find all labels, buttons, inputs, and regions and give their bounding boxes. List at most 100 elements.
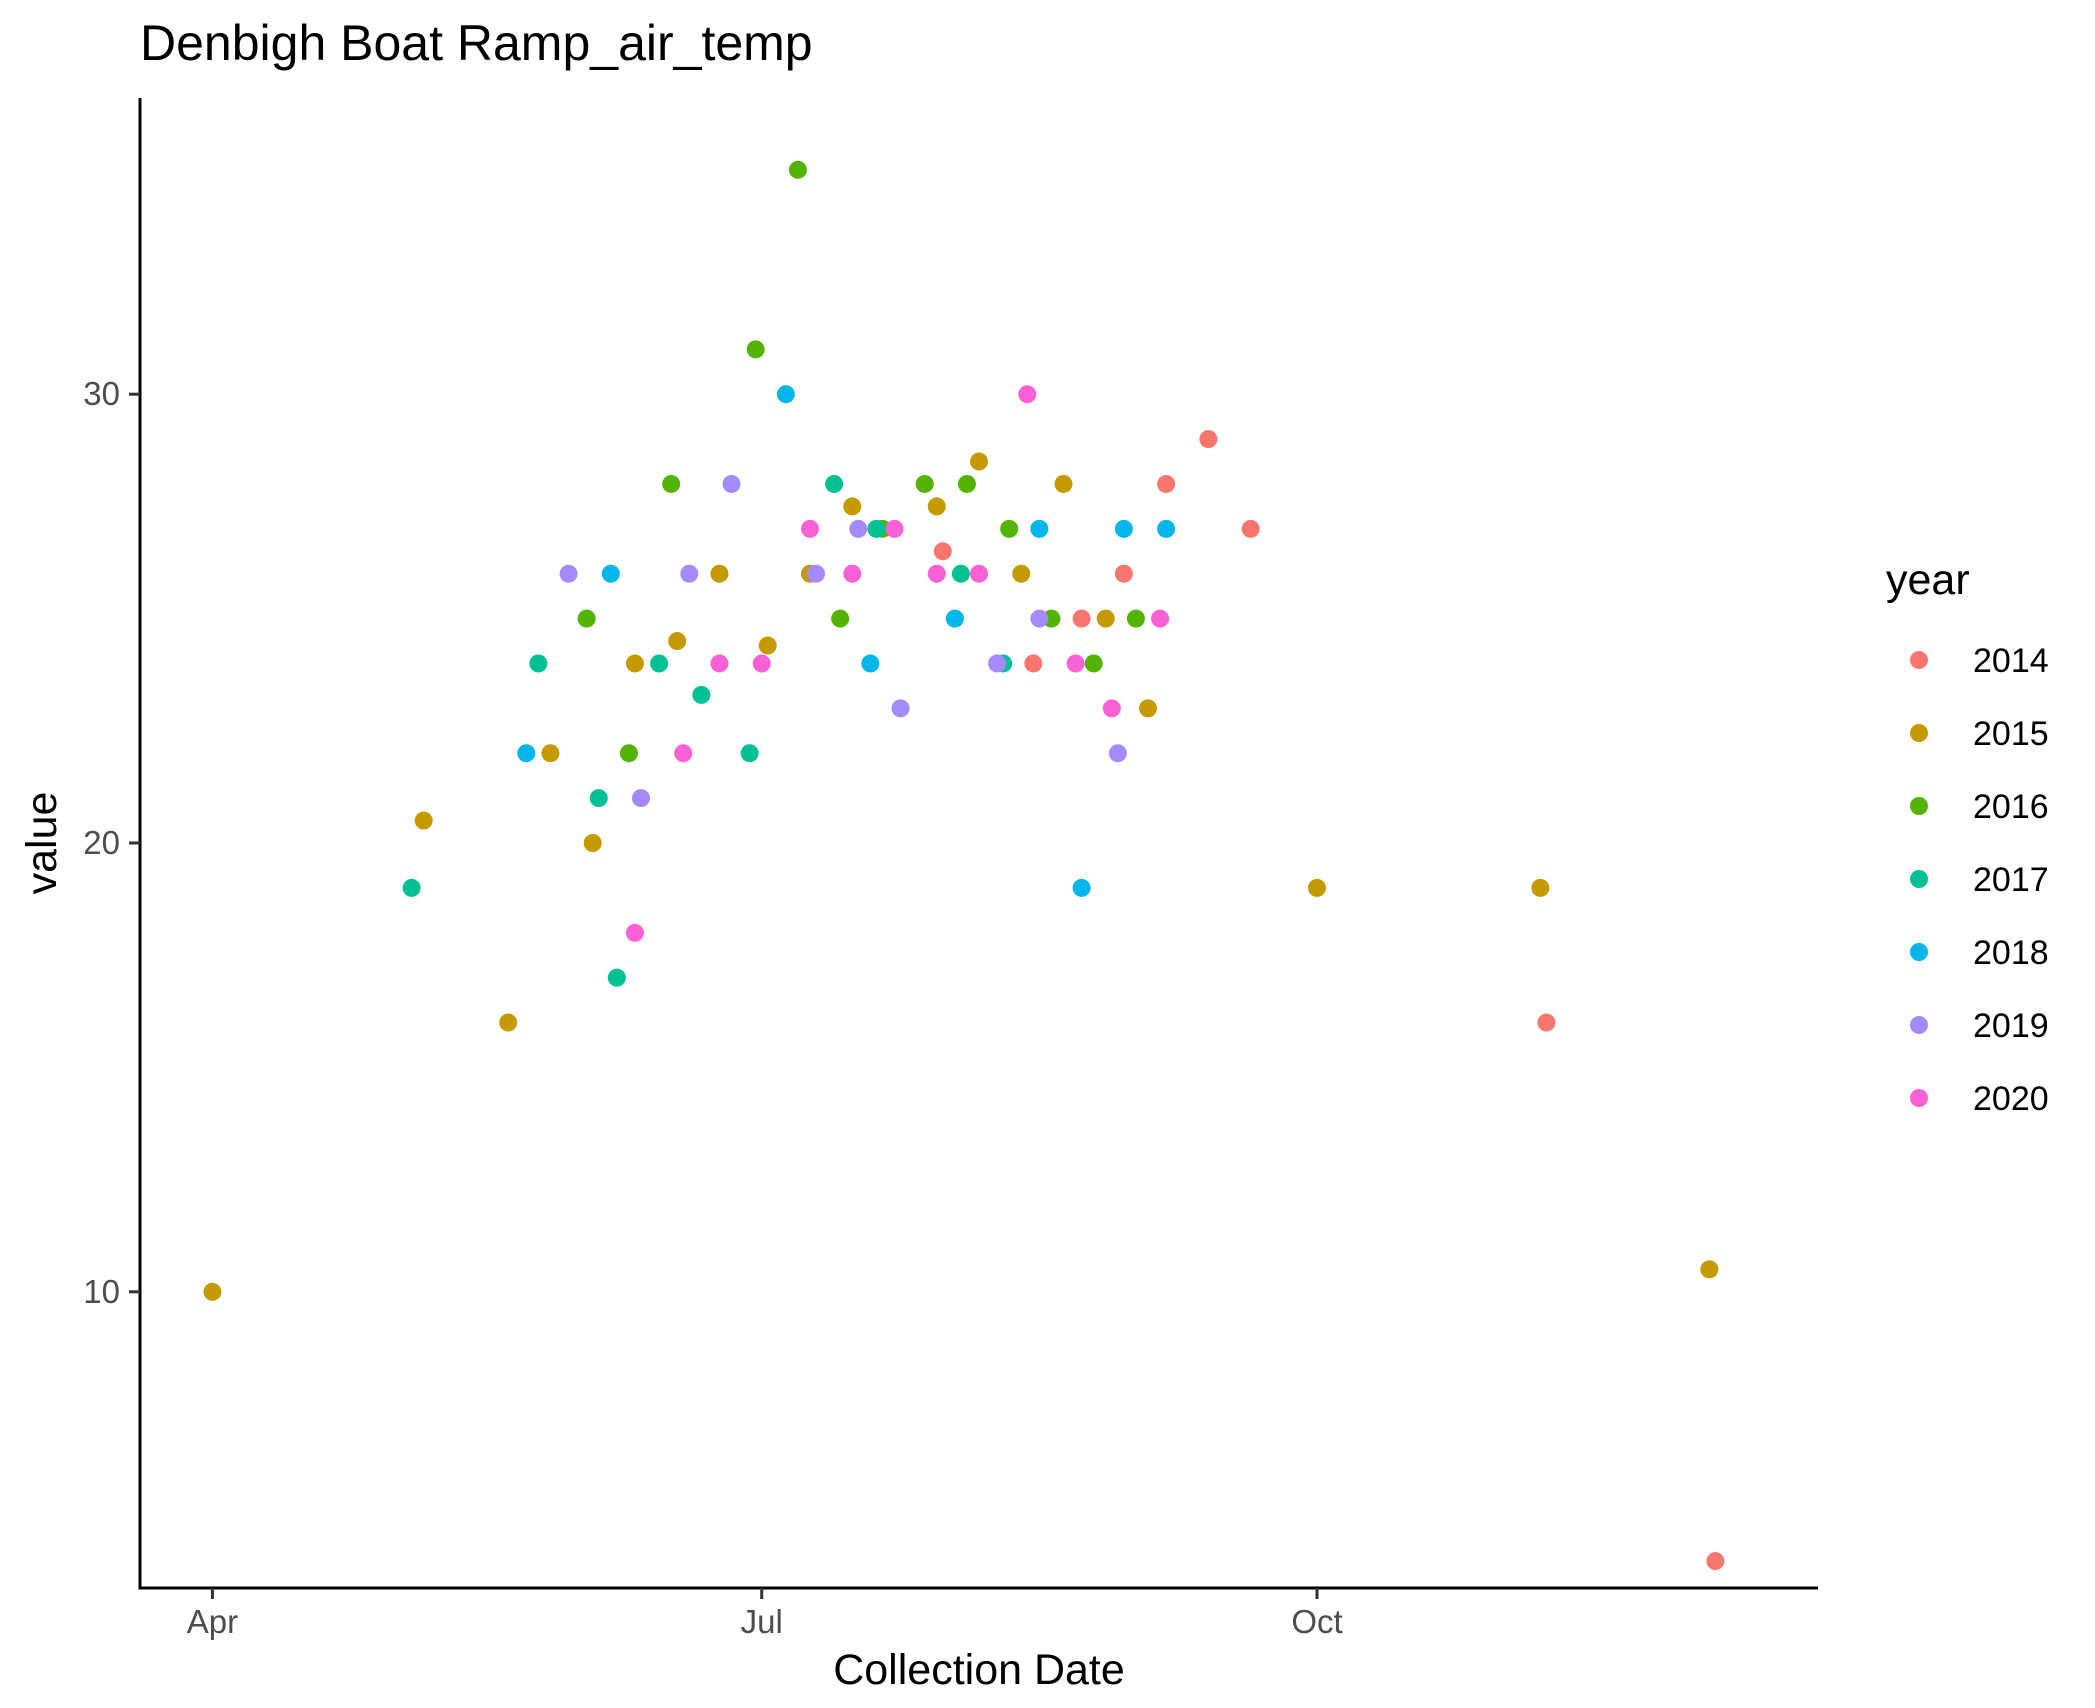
y-tick-label: 20 — [83, 824, 120, 861]
data-point-2017 — [951, 564, 970, 583]
data-point-2016 — [788, 160, 807, 179]
x-tick-label: Oct — [1291, 1603, 1342, 1640]
data-point-2015 — [414, 811, 433, 830]
data-point-2015 — [583, 834, 602, 852]
data-point-2018 — [1072, 878, 1091, 897]
data-point-2014 — [1024, 654, 1043, 673]
data-point-2020 — [970, 564, 988, 583]
y-tick-label: 10 — [83, 1273, 120, 1310]
legend-label-2019: 2019 — [1973, 1007, 2049, 1045]
data-point-2015 — [1700, 1260, 1719, 1279]
data-point-2014 — [1241, 519, 1260, 538]
data-point-2018 — [1030, 519, 1049, 538]
legend-key-2020 — [1910, 1089, 1928, 1107]
data-point-2015 — [499, 1013, 518, 1032]
data-point-2020 — [1018, 385, 1037, 404]
data-point-2016 — [915, 474, 934, 493]
data-point-2014 — [933, 542, 952, 561]
data-point-2018 — [945, 609, 964, 628]
legend-label-2014: 2014 — [1973, 642, 2049, 680]
legend-label-2017: 2017 — [1973, 861, 2049, 899]
data-point-2020 — [710, 654, 729, 673]
data-point-2016 — [831, 609, 850, 628]
data-point-2019 — [559, 564, 578, 583]
data-point-2015 — [203, 1282, 222, 1301]
data-point-2017 — [589, 789, 608, 808]
data-point-2020 — [1066, 654, 1085, 673]
data-point-2016 — [619, 744, 638, 763]
data-point-2019 — [1108, 744, 1127, 763]
data-point-2015 — [1096, 609, 1115, 628]
data-point-2015 — [1308, 878, 1327, 897]
data-point-2015 — [1531, 878, 1550, 897]
data-point-2015 — [668, 632, 687, 651]
data-point-2017 — [402, 878, 421, 897]
data-point-2014 — [1537, 1013, 1556, 1032]
data-point-2019 — [849, 519, 868, 538]
data-point-2018 — [776, 385, 795, 404]
x-axis-title: Collection Date — [833, 1646, 1125, 1694]
data-point-2015 — [970, 452, 988, 471]
data-point-2016 — [1084, 654, 1103, 673]
legend-key-2015 — [1910, 724, 1928, 742]
legend: year 2014 2015 2016 2017 2018 2019 2020 — [1886, 556, 2049, 1118]
data-point-2016 — [957, 474, 976, 493]
data-point-2017 — [740, 744, 759, 763]
legend-key-2017 — [1910, 870, 1928, 888]
data-point-2019 — [1030, 609, 1049, 628]
legend-label-2015: 2015 — [1973, 715, 2049, 753]
data-point-2015 — [541, 744, 560, 763]
data-point-2016 — [746, 340, 765, 359]
data-point-2016 — [1126, 609, 1145, 628]
data-point-2018 — [1157, 519, 1176, 538]
data-point-2017 — [825, 474, 844, 493]
data-point-2017 — [692, 685, 711, 704]
data-point-2015 — [927, 497, 946, 516]
data-point-2014 — [1706, 1552, 1725, 1571]
data-point-2018 — [861, 654, 880, 673]
data-point-2016 — [577, 609, 596, 628]
chart-title: Denbigh Boat Ramp_air_temp — [140, 15, 813, 71]
data-point-2014 — [1199, 430, 1218, 449]
legend-key-2016 — [1910, 797, 1928, 815]
data-point-2017 — [867, 519, 886, 538]
data-point-2019 — [807, 564, 826, 583]
data-point-2020 — [1102, 699, 1121, 718]
data-point-2015 — [1054, 474, 1073, 493]
data-point-2018 — [517, 744, 536, 763]
data-point-2019 — [988, 654, 1007, 673]
y-tick-label: 30 — [83, 375, 120, 412]
legend-key-2014 — [1910, 651, 1928, 669]
y-axis-title: value — [18, 792, 66, 895]
legend-key-2019 — [1910, 1016, 1928, 1034]
data-point-2015 — [625, 654, 644, 673]
legend-label-2018: 2018 — [1973, 934, 2049, 972]
data-points — [203, 160, 1725, 1571]
legend-label-2016: 2016 — [1973, 788, 2049, 826]
x-axis-ticks: Apr Jul Oct — [187, 1588, 1343, 1640]
data-point-2015 — [1012, 564, 1031, 583]
data-point-2014 — [1114, 564, 1133, 583]
data-point-2015 — [843, 497, 862, 516]
data-point-2015 — [710, 564, 729, 583]
legend-key-2018 — [1910, 943, 1928, 961]
data-point-2019 — [722, 474, 741, 493]
data-point-2019 — [631, 789, 650, 808]
data-point-2019 — [680, 564, 699, 583]
data-point-2016 — [662, 474, 681, 493]
data-point-2014 — [1157, 474, 1176, 493]
data-point-2018 — [1114, 519, 1133, 538]
data-point-2014 — [1072, 609, 1091, 628]
data-point-2020 — [843, 564, 862, 583]
data-point-2017 — [607, 968, 626, 987]
data-point-2020 — [625, 923, 644, 942]
data-point-2015 — [758, 636, 777, 655]
data-point-2020 — [800, 519, 819, 538]
x-tick-label: Jul — [741, 1603, 783, 1640]
data-point-2015 — [1139, 699, 1158, 718]
data-point-2020 — [752, 654, 771, 673]
legend-title: year — [1886, 556, 1970, 604]
data-point-2020 — [885, 519, 904, 538]
data-point-2018 — [601, 564, 620, 583]
